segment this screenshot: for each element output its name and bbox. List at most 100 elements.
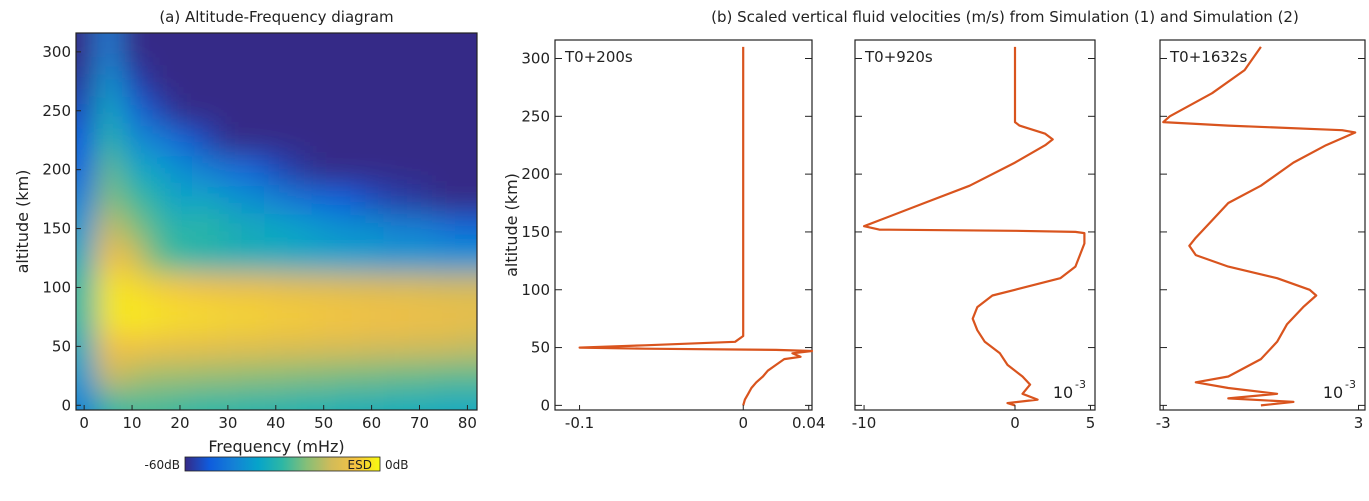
heatmap-cell [431,390,456,410]
heatmap-cell [144,302,168,332]
colorbar [184,456,381,472]
y-tick-label: 250 [521,107,550,125]
heatmap-cell [239,154,264,185]
heatmap-cell [144,33,168,67]
heatmap-cell [167,302,192,332]
heatmap-cell [96,213,121,244]
heatmap-cell [335,96,360,126]
heatmap-cell [167,213,192,244]
heatmap-cell [431,33,456,67]
heatmap-cell [335,33,360,67]
heatmap-cell [263,154,288,185]
y-axis-label: altitude (km) [13,170,32,274]
heatmap-cell [287,125,312,155]
y-tick-label: 0 [61,396,71,414]
heatmap-cell [215,33,240,67]
heatmap-cell [287,272,312,303]
heatmap-cell [287,33,312,67]
heatmap-cell [263,272,288,303]
annotation: T0+920s [864,48,933,66]
heatmap-cell [239,66,264,97]
heatmap-cell [383,302,408,332]
scale-exponent: -3 [1345,378,1356,391]
heatmap-cell [407,96,432,126]
heatmap-cells [76,33,477,410]
heatmap-cell [263,125,288,155]
heatmap-cell [263,33,288,67]
heatmap-cell [76,184,97,214]
chart-title: (b) Scaled vertical fluid velocities (m/… [711,8,1299,26]
heatmap-cell [239,331,264,362]
heatmap-cell [431,302,456,332]
heatmap-cell [407,154,432,185]
heatmap-cell [311,331,336,362]
y-tick-label: 300 [521,50,550,68]
colorbar-tick-label: 0dB [385,458,408,472]
scale-base: 10 [1053,383,1073,402]
heatmap-cell [167,125,192,155]
heatmap-cell [144,361,168,391]
heatmap-cell [383,96,408,126]
heatmap-cell [287,154,312,185]
heatmap-cell [120,213,145,244]
heatmap-cell [383,213,408,244]
x-tick-label: 5 [1086,414,1096,432]
annotation: T0+200s [564,48,633,66]
heatmap-cell [120,154,145,185]
heatmap-cell [76,125,97,155]
heatmap-cell [335,213,360,244]
heatmap-cell [96,390,121,410]
heatmap-cell [359,154,384,185]
heatmap-cell [431,125,456,155]
heatmap-cell [144,272,168,303]
heatmap-cell [120,33,145,67]
heatmap-cell [96,125,121,155]
heatmap-cell [263,302,288,332]
heatmap-cell [167,184,192,214]
heatmap-cell [383,33,408,67]
heatmap-cell [287,213,312,244]
heatmap-cell [96,272,121,303]
heatmap-cell [167,361,192,391]
heatmap-cell [335,302,360,332]
y-tick-label: 250 [42,102,71,120]
heatmap-cell [383,154,408,185]
y-tick-label: 150 [42,220,71,238]
heatmap-cell [144,125,168,155]
heatmap-cell [76,272,97,303]
heatmap-cell [263,96,288,126]
heatmap-cell [311,33,336,67]
heatmap-cell [359,361,384,391]
heatmap-cell [359,33,384,67]
heatmap-cell [287,390,312,410]
heatmap-cell [431,272,456,303]
heatmap-cell [96,96,121,126]
heatmap-cell [455,243,477,273]
x-axis-label: Frequency (mHz) [208,437,344,456]
heatmap-cell [96,33,121,67]
heatmap-cell [431,243,456,273]
y-tick-label: 100 [521,281,550,299]
heatmap-cell [167,331,192,362]
heatmap-cell [263,184,288,214]
heatmap-cell [215,243,240,273]
x-tick-label: 0 [79,414,89,432]
heatmap-cell [76,331,97,362]
heatmap-cell [144,213,168,244]
heatmap-cell [431,213,456,244]
heatmap-cell [144,154,168,185]
heatmap-cell [120,243,145,273]
heatmap-cell [383,125,408,155]
heatmap-cell [96,302,121,332]
heatmap-cell [311,184,336,214]
heatmap-cell [311,154,336,185]
profile-line [863,46,1086,407]
heatmap-cell [215,125,240,155]
heatmap-cell [335,390,360,410]
y-tick-label: 0 [540,396,550,414]
x-tick-label: 0 [1010,414,1020,432]
heatmap-cell [383,331,408,362]
heatmap-cell [96,184,121,214]
heatmap-cell [239,213,264,244]
x-tick-label: 50 [314,414,333,432]
